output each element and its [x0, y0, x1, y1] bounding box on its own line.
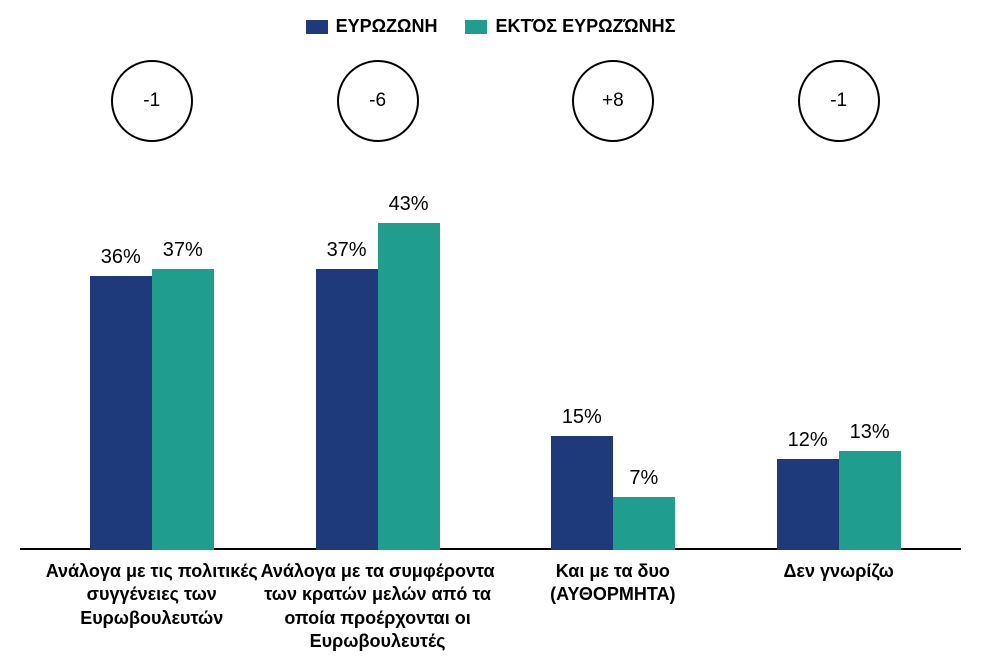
bar-value-label: 43% — [378, 193, 440, 216]
bar-value-label: 15% — [551, 406, 613, 429]
x-axis-label: Ανάλογα με τα συμφέροντα των κρατών μελώ… — [260, 560, 495, 654]
x-axis-label: Ανάλογα με τις πολιτικές συγγένειες των … — [39, 560, 265, 630]
legend-item: ΕΚΤΌΣ ΕΥΡΩΖΏΝΗΣ — [465, 16, 675, 37]
bars-wrap: 36%37% — [90, 269, 214, 550]
x-axis-label: Δεν γνωρίζω — [726, 560, 952, 583]
legend: ΕΥΡΩΖΩΝΗ ΕΚΤΌΣ ΕΥΡΩΖΏΝΗΣ — [0, 16, 981, 39]
bar: 37% — [152, 269, 214, 550]
x-axis-labels: Ανάλογα με τις πολιτικές συγγένειες των … — [20, 550, 961, 660]
bar-value-label: 12% — [777, 429, 839, 452]
bars-wrap: 12%13% — [777, 451, 901, 550]
delta-circle: -1 — [798, 60, 880, 142]
delta-value: -1 — [143, 90, 160, 112]
delta-value: -6 — [369, 90, 386, 112]
plot-area: -136%37%-637%43%+815%7%-112%13% — [20, 60, 961, 550]
bar-value-label: 36% — [90, 246, 152, 269]
bar: 12% — [777, 459, 839, 550]
bars-wrap: 15%7% — [551, 436, 675, 550]
bar-value-label: 37% — [316, 239, 378, 262]
bar-chart: ΕΥΡΩΖΩΝΗΕΚΤΌΣ ΕΥΡΩΖΏΝΗΣ -136%37%-637%43%… — [0, 0, 981, 660]
bars-wrap: 37%43% — [316, 223, 440, 550]
legend-label: ΕΚΤΌΣ ΕΥΡΩΖΏΝΗΣ — [495, 16, 675, 37]
x-axis-label: Και με τα δυο (ΑΥΘΟΡΜΗΤΑ) — [500, 560, 726, 607]
delta-circle: -1 — [111, 60, 193, 142]
bar-value-label: 13% — [839, 421, 901, 444]
bar: 43% — [378, 223, 440, 550]
bar: 13% — [839, 451, 901, 550]
delta-value: +8 — [602, 90, 624, 112]
bar-value-label: 37% — [152, 239, 214, 262]
legend-swatch — [306, 20, 328, 34]
delta-circle: +8 — [572, 60, 654, 142]
bar: 37% — [316, 269, 378, 550]
bar: 15% — [551, 436, 613, 550]
delta-value: -1 — [830, 90, 847, 112]
legend-item: ΕΥΡΩΖΩΝΗ — [306, 16, 438, 37]
delta-circle: -6 — [337, 60, 419, 142]
legend-label: ΕΥΡΩΖΩΝΗ — [336, 16, 438, 37]
bar: 7% — [613, 497, 675, 550]
bar: 36% — [90, 276, 152, 550]
legend-swatch — [465, 20, 487, 34]
bar-value-label: 7% — [613, 467, 675, 490]
